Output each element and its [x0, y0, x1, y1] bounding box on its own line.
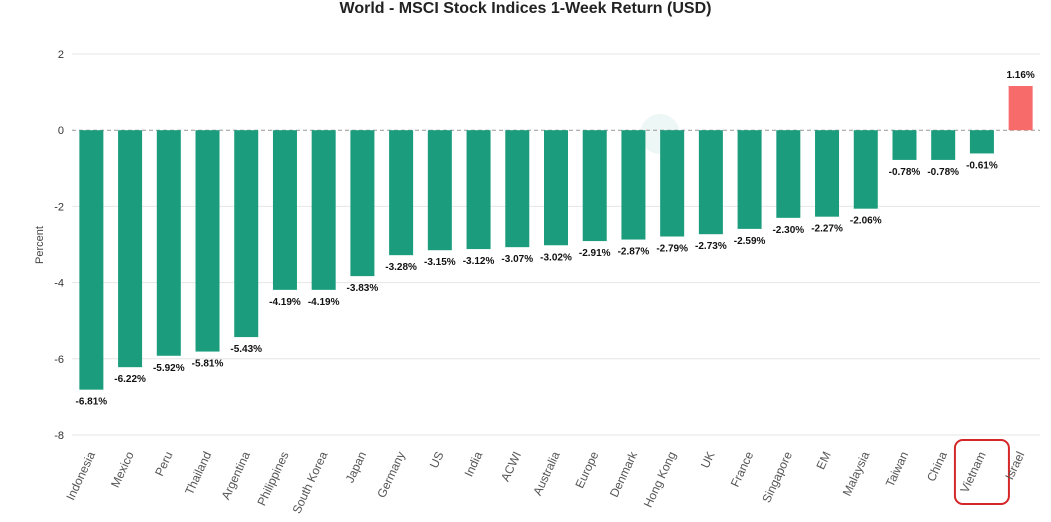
- x-tick-label: India: [462, 449, 486, 479]
- bar: [660, 130, 685, 237]
- data-label: -4.19%: [269, 297, 301, 308]
- x-tick-label: Malaysia: [840, 449, 873, 498]
- bar: [466, 130, 491, 250]
- bar: [79, 130, 104, 390]
- data-label: -3.83%: [347, 283, 379, 294]
- bar: [389, 130, 414, 256]
- data-label: -3.12%: [463, 256, 495, 267]
- data-label: -2.30%: [772, 225, 804, 236]
- data-label: -3.15%: [424, 257, 456, 268]
- bar: [776, 130, 801, 218]
- bar: [234, 130, 259, 338]
- x-tick-label: Philippines: [254, 449, 291, 508]
- x-tick-label: Denmark: [607, 448, 641, 499]
- x-tick-label: EM: [813, 449, 833, 471]
- highlight-box: [953, 439, 1010, 505]
- data-label: -2.27%: [811, 224, 843, 235]
- y-tick-label: -6: [54, 354, 64, 366]
- x-tick-label: Japan: [343, 449, 370, 485]
- data-label: -5.92%: [153, 363, 185, 374]
- data-label: -0.78%: [889, 167, 921, 178]
- bar: [427, 130, 452, 251]
- data-label: -3.02%: [540, 252, 572, 263]
- x-tick-label: Singapore: [759, 449, 795, 505]
- y-tick-label: 2: [58, 49, 64, 61]
- bar: [582, 130, 607, 242]
- y-tick-label: -4: [54, 278, 64, 290]
- data-label: -6.81%: [76, 397, 108, 408]
- x-tick-label: Australia: [530, 449, 563, 498]
- x-tick-label: Israel: [1002, 449, 1027, 482]
- data-label: -3.28%: [385, 262, 417, 273]
- data-label: -3.07%: [501, 254, 533, 265]
- bar: [853, 130, 878, 209]
- bar: [1008, 86, 1033, 131]
- x-tick-label: Europe: [572, 449, 601, 490]
- x-tick-label: Indonesia: [63, 449, 98, 502]
- data-label: -2.06%: [850, 216, 882, 227]
- x-tick-label: Germany: [374, 449, 408, 500]
- x-tick-label: Taiwan: [883, 449, 911, 489]
- bar: [892, 130, 917, 160]
- data-label: -2.87%: [618, 247, 650, 258]
- y-tick-label: 0: [58, 125, 64, 137]
- data-label: 1.16%: [1006, 70, 1034, 81]
- data-label: -5.81%: [192, 359, 224, 370]
- bar: [156, 130, 181, 356]
- x-tick-label: South Korea: [290, 449, 331, 516]
- x-tick-label: France: [728, 449, 757, 489]
- bar: [815, 130, 840, 217]
- data-label: -2.79%: [656, 243, 688, 254]
- data-label: -0.78%: [927, 167, 959, 178]
- x-tick-label: Vietnam: [957, 449, 988, 495]
- data-label: -6.22%: [114, 374, 146, 385]
- bar: [544, 130, 568, 246]
- data-label: -0.61%: [966, 160, 998, 171]
- bar: [350, 130, 375, 277]
- x-tick-label: Argentina: [219, 449, 254, 502]
- bar: [737, 130, 762, 229]
- x-tick-label: UK: [698, 449, 718, 470]
- data-label: -5.43%: [230, 344, 262, 355]
- x-tick-label: Mexico: [108, 449, 137, 490]
- bar: [698, 130, 723, 235]
- bar: [118, 130, 143, 368]
- bar: [195, 130, 220, 352]
- y-tick-label: -8: [54, 430, 64, 442]
- data-label: -2.59%: [734, 236, 766, 247]
- y-tick-label: -2: [54, 201, 64, 213]
- x-tick-label: ACWI: [498, 449, 524, 483]
- x-tick-label: Hong Kong: [641, 449, 679, 509]
- y-axis-label: Percent: [34, 226, 46, 264]
- data-label: -2.91%: [579, 248, 611, 259]
- x-tick-label: Thailand: [182, 449, 214, 497]
- bar: [969, 130, 994, 154]
- chart-title: World - MSCI Stock Indices 1-Week Return…: [339, 0, 712, 17]
- x-tick-label: China: [924, 449, 950, 484]
- bar: [621, 130, 646, 240]
- bar: [272, 130, 297, 290]
- x-tick-label: Peru: [152, 449, 175, 478]
- bar: [931, 130, 956, 160]
- data-label: -4.19%: [308, 297, 340, 308]
- bar: [311, 130, 336, 290]
- bar: [505, 130, 530, 248]
- x-tick-label: US: [427, 449, 447, 470]
- data-label: -2.73%: [695, 241, 727, 252]
